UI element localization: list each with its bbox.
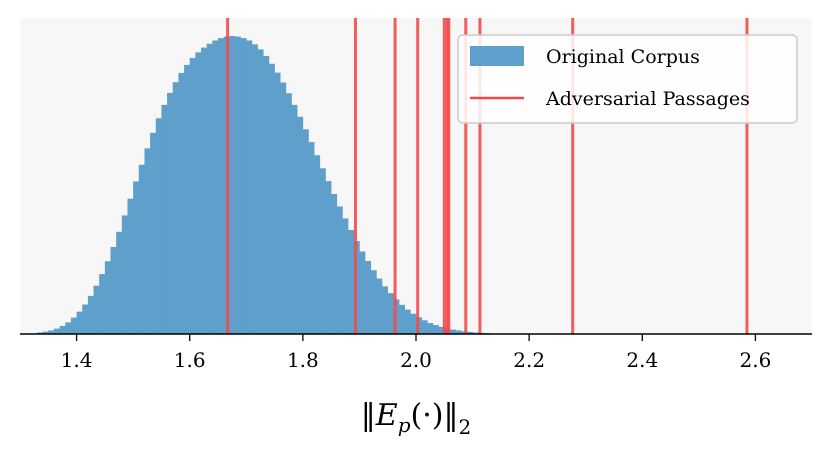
histogram-bar [302,129,309,334]
histogram-bar [229,36,236,334]
x-tick-label: 2.0 [400,348,432,372]
histogram-bar [87,295,94,334]
histogram-bar [257,49,264,334]
legend-label-original-corpus: Original Corpus [546,46,700,68]
histogram-bar [167,92,174,334]
histogram-bar [455,330,462,334]
histogram-bar [93,285,100,334]
histogram-bar [404,309,411,334]
histogram-bar [144,148,151,334]
x-axis-label: ‖Ep(·)‖2 [361,398,471,439]
legend-box [457,34,798,124]
histogram-bar [308,142,315,334]
histogram-bar [319,168,326,334]
legend: Original Corpus Adversarial Passages [457,34,798,124]
histogram-bar [70,317,77,334]
histogram-bar [104,261,111,334]
histogram-bar [297,116,304,334]
histogram-bar [195,52,202,334]
histogram-bar [155,118,162,334]
histogram-bar [421,320,428,334]
histogram-bar [365,260,372,334]
histogram-bar [342,218,349,334]
histogram-bar [133,181,140,334]
histogram-bar [251,44,258,335]
histogram-bar [336,206,343,334]
histogram-bar [268,63,275,335]
histogram-bar [65,322,72,334]
histogram-bar [150,132,157,334]
histogram-bar [48,330,55,334]
histogram-bar [59,325,66,334]
histogram-bar [121,215,128,334]
histogram-bar [427,322,434,334]
histogram-bar [178,72,185,334]
histogram-bar [127,198,134,334]
histogram-bar [331,193,338,334]
x-tick-label: 1.4 [61,348,93,372]
histogram-bar [263,55,270,334]
histogram-bars [36,36,490,335]
x-ticks: 1.4 1.6 1.8 2.0 2.2 2.4 2.6 [61,334,772,372]
histogram-bar [438,326,445,334]
legend-swatch-original-corpus [470,46,524,66]
histogram-bar [110,246,117,334]
histogram-bar [461,331,468,334]
histogram-bar [370,270,377,334]
histogram-bar [138,164,145,334]
legend-label-adversarial-passages: Adversarial Passages [545,88,750,110]
x-tick-label: 1.6 [174,348,206,372]
histogram-bar [212,40,219,334]
histogram-bar [314,155,321,334]
histogram-bar [161,104,168,334]
histogram-bar [189,58,196,335]
histogram-bar [206,43,213,334]
histogram-bar [184,64,191,334]
histogram-bar [348,230,355,334]
histogram-bar [42,331,49,334]
histogram-bar [359,251,366,334]
x-tick-label: 1.8 [287,348,319,372]
histogram-bar [387,293,394,334]
histogram-bar [82,304,89,334]
histogram-bar [410,313,417,334]
histogram-bar [399,304,405,334]
histogram-bar [274,72,281,335]
histogram-bar [240,38,247,335]
histogram-bar [53,328,60,334]
x-tick-label: 2.4 [626,348,658,372]
x-tick-label: 2.6 [740,348,772,372]
histogram-bar [218,38,224,335]
x-tick-label: 2.2 [513,348,545,372]
histogram-bar [466,331,473,334]
histogram-bar [285,93,292,334]
histogram-bar [432,325,439,334]
histogram-bar [325,181,332,334]
histogram-bar [172,82,179,334]
histogram-bar [449,329,456,334]
histogram-bar [280,82,287,335]
histogram-bar [99,274,106,334]
histogram-bar [376,278,383,334]
histogram-bar [382,286,389,334]
histogram-bar [201,47,207,335]
histogram-bar [246,40,253,334]
histogram-bar [234,36,241,334]
histogram-bar [116,231,123,334]
histogram-bar [76,311,83,334]
histogram-bar [291,104,298,334]
